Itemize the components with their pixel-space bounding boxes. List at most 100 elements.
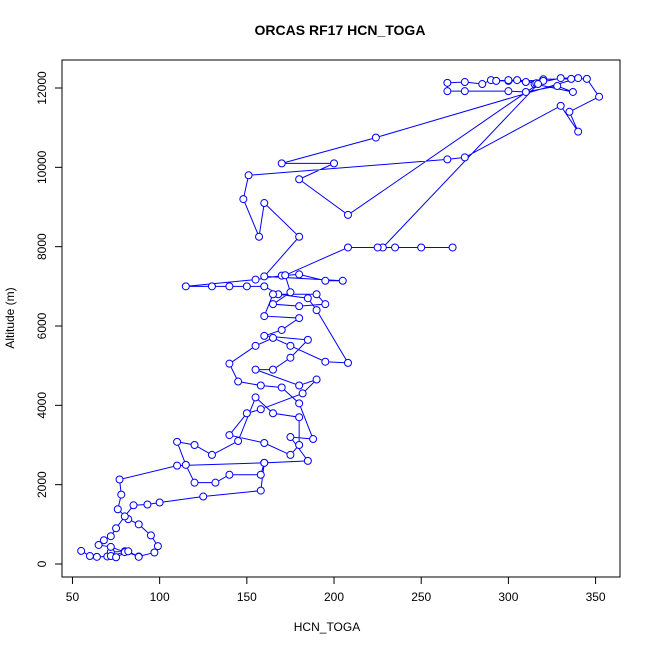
data-point bbox=[190, 478, 199, 487]
data-point bbox=[330, 159, 339, 168]
data-point bbox=[303, 335, 312, 344]
data-point bbox=[534, 80, 543, 89]
data-point bbox=[242, 282, 251, 291]
data-point bbox=[312, 306, 321, 315]
data-point bbox=[303, 456, 312, 465]
data-point bbox=[574, 127, 583, 136]
data-point bbox=[260, 439, 269, 448]
data-point bbox=[321, 300, 330, 309]
data-point bbox=[295, 440, 304, 449]
data-point bbox=[277, 325, 286, 334]
data-point bbox=[460, 78, 469, 87]
data-point bbox=[553, 82, 562, 91]
data-point bbox=[260, 312, 269, 321]
x-tick-label: 200 bbox=[324, 590, 344, 604]
data-point bbox=[260, 458, 269, 467]
data-point bbox=[298, 389, 307, 398]
data-point bbox=[582, 74, 591, 83]
data-line bbox=[80, 77, 600, 558]
data-point bbox=[268, 365, 277, 374]
data-point bbox=[286, 450, 295, 459]
data-point bbox=[251, 341, 260, 350]
data-point bbox=[260, 331, 269, 340]
data-point bbox=[504, 87, 513, 96]
data-point bbox=[112, 524, 121, 533]
data-point bbox=[117, 490, 126, 499]
data-point bbox=[460, 87, 469, 96]
data-point bbox=[120, 512, 129, 521]
data-point bbox=[295, 413, 304, 422]
data-point bbox=[338, 276, 347, 285]
data-point bbox=[143, 500, 152, 509]
data-point bbox=[343, 210, 352, 219]
data-point bbox=[256, 381, 265, 390]
data-point bbox=[268, 333, 277, 342]
data-point bbox=[321, 357, 330, 366]
data-point bbox=[295, 314, 304, 323]
y-tick-label: 10000 bbox=[35, 150, 49, 184]
data-point bbox=[115, 475, 124, 484]
data-point bbox=[268, 290, 277, 299]
data-point bbox=[492, 76, 501, 85]
data-point bbox=[343, 243, 352, 252]
data-point bbox=[371, 133, 380, 142]
data-point bbox=[295, 175, 304, 184]
x-tick-label: 150 bbox=[237, 590, 257, 604]
data-point bbox=[478, 80, 487, 89]
y-tick-label: 2000 bbox=[35, 471, 49, 498]
y-tick-label: 12000 bbox=[35, 71, 49, 105]
x-tick-label: 100 bbox=[150, 590, 170, 604]
data-point bbox=[153, 542, 162, 551]
data-point bbox=[504, 76, 513, 85]
data-point bbox=[255, 232, 264, 241]
data-point bbox=[234, 437, 243, 446]
data-point bbox=[181, 460, 190, 469]
data-point bbox=[106, 542, 115, 551]
data-point bbox=[312, 375, 321, 384]
data-point bbox=[303, 294, 312, 303]
data-point bbox=[521, 78, 530, 87]
data-point bbox=[295, 232, 304, 241]
data-point bbox=[199, 492, 208, 501]
data-point bbox=[92, 552, 101, 561]
data-point bbox=[173, 461, 182, 470]
data-point bbox=[286, 433, 295, 442]
data-point bbox=[181, 282, 190, 291]
data-point bbox=[225, 431, 234, 440]
data-point bbox=[343, 358, 352, 367]
y-tick-label: 8000 bbox=[35, 233, 49, 260]
data-point bbox=[256, 486, 265, 495]
data-point bbox=[260, 199, 269, 208]
data-point bbox=[244, 171, 253, 180]
plot-frame bbox=[61, 59, 621, 578]
data-point bbox=[448, 243, 457, 252]
data-point bbox=[225, 470, 234, 479]
data-point bbox=[112, 553, 121, 562]
data-point bbox=[295, 381, 304, 390]
data-point bbox=[574, 74, 583, 83]
data-point bbox=[286, 353, 295, 362]
y-tick-label: 4000 bbox=[35, 392, 49, 419]
y-tick-label: 0 bbox=[35, 560, 49, 567]
data-point bbox=[129, 501, 138, 510]
data-point bbox=[106, 532, 115, 541]
data-point bbox=[173, 437, 182, 446]
data-point bbox=[256, 405, 265, 414]
data-point bbox=[295, 270, 304, 279]
data-point bbox=[443, 155, 452, 164]
data-point bbox=[211, 478, 220, 487]
x-tick-label: 50 bbox=[66, 590, 80, 604]
data-point bbox=[295, 399, 304, 408]
data-point bbox=[565, 107, 574, 116]
data-point bbox=[556, 101, 565, 110]
data-point bbox=[155, 498, 164, 507]
data-point bbox=[286, 288, 295, 297]
data-point bbox=[146, 531, 155, 540]
data-point bbox=[321, 276, 330, 285]
x-tick-label: 250 bbox=[411, 590, 431, 604]
data-point bbox=[242, 409, 251, 418]
data-point bbox=[234, 377, 243, 386]
data-point bbox=[251, 365, 260, 374]
data-point bbox=[251, 275, 260, 284]
data-point bbox=[443, 78, 452, 87]
